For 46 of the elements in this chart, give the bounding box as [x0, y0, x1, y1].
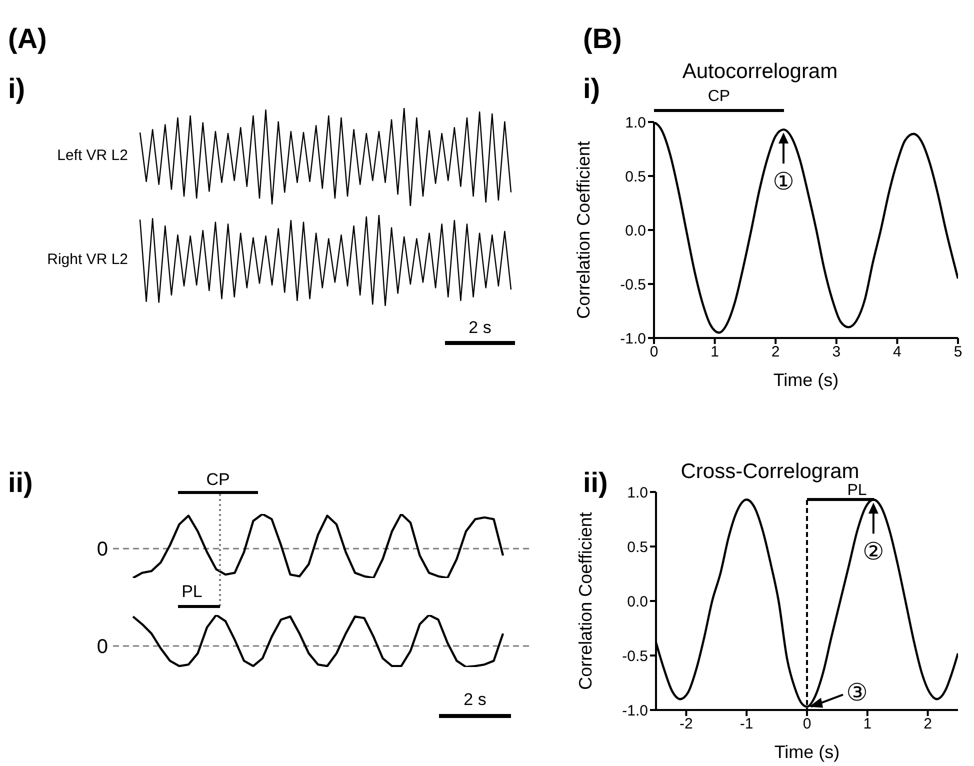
ref-line-label: 0 — [96, 636, 108, 658]
y-axis-title: Correlation Coefficient — [573, 141, 594, 319]
y-tick-label: 0.5 — [627, 538, 648, 556]
x-tick-label: 2 — [924, 716, 932, 733]
annotation: ③ — [846, 678, 868, 707]
text: (A) — [8, 22, 47, 56]
y-tick-label: -1.0 — [622, 702, 648, 720]
series-label: Left VR L2 — [57, 147, 128, 164]
y-tick-label: -0.5 — [620, 276, 646, 294]
series-label: Right VR L2 — [47, 251, 128, 268]
text: CP — [706, 87, 732, 106]
annotation: ① — [772, 168, 794, 196]
text: PL — [180, 582, 204, 602]
text: CP — [205, 470, 231, 490]
y-tick-label: 0.5 — [625, 168, 646, 186]
text: 2 s — [462, 690, 488, 710]
x-tick-label: -1 — [740, 716, 754, 733]
x-tick-label: 3 — [832, 344, 841, 361]
text: 2 s — [468, 318, 492, 338]
y-tick-label: -0.5 — [622, 648, 648, 665]
text: ii) — [583, 466, 608, 500]
text: (B) — [583, 22, 622, 56]
annotation: ② — [862, 538, 884, 566]
y-tick-label: 0.0 — [627, 593, 648, 610]
x-tick-label: 1 — [710, 344, 719, 361]
x-tick-label: 5 — [954, 344, 962, 361]
x-tick-label: 4 — [893, 344, 902, 361]
text: i) — [8, 72, 26, 106]
chart-title: Autocorrelogram — [681, 60, 839, 84]
y-tick-label: 1.0 — [627, 484, 648, 502]
x-tick-label: 2 — [771, 344, 780, 361]
text: i) — [583, 72, 600, 106]
x-axis-title: Time (s) — [773, 370, 839, 390]
chart-title: Cross-Correlogram — [680, 460, 860, 484]
text: ii) — [8, 466, 33, 500]
y-tick-label: 0.0 — [625, 222, 646, 240]
y-axis-title: Correlation Coefficient — [575, 512, 596, 690]
x-tick-label: 1 — [863, 716, 872, 733]
annotation: PL — [847, 482, 868, 500]
y-tick-label: -1.0 — [620, 330, 646, 348]
x-axis-title: Time (s) — [774, 742, 840, 762]
x-tick-label: -2 — [680, 716, 693, 733]
y-tick-label: 1.0 — [625, 114, 646, 132]
x-tick-label: 0 — [802, 716, 812, 733]
x-tick-label: 0 — [650, 344, 658, 361]
ref-line-label: 0 — [96, 538, 108, 561]
